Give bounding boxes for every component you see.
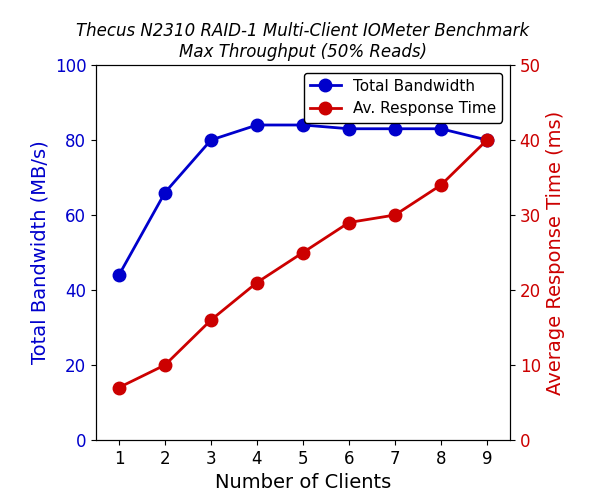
Line: Av. Response Time: Av. Response Time [113,134,493,394]
Line: Total Bandwidth: Total Bandwidth [113,118,493,281]
Av. Response Time [208,317,215,323]
Title: Thecus N2310 RAID-1 Multi-Client IOMeter Benchmark
Max Throughput (50% Reads): Thecus N2310 RAID-1 Multi-Client IOMeter… [76,22,530,60]
Av. Response Time [391,212,398,218]
X-axis label: Number of Clients: Number of Clients [215,474,391,492]
Av. Response Time [346,220,353,226]
Total Bandwidth [253,122,260,128]
Legend: Total Bandwidth, Av. Response Time: Total Bandwidth, Av. Response Time [304,72,502,122]
Av. Response Time [161,362,169,368]
Total Bandwidth [208,137,215,143]
Total Bandwidth [115,272,122,278]
Av. Response Time [253,280,260,285]
Total Bandwidth [161,190,169,196]
Av. Response Time [484,137,491,143]
Av. Response Time [115,384,122,390]
Av. Response Time [299,250,307,256]
Total Bandwidth [299,122,307,128]
Y-axis label: Total Bandwidth (MB/s): Total Bandwidth (MB/s) [30,140,49,364]
Y-axis label: Average Response Time (ms): Average Response Time (ms) [547,110,565,395]
Total Bandwidth [437,126,445,132]
Av. Response Time [437,182,445,188]
Total Bandwidth [346,126,353,132]
Total Bandwidth [484,137,491,143]
Total Bandwidth [391,126,398,132]
